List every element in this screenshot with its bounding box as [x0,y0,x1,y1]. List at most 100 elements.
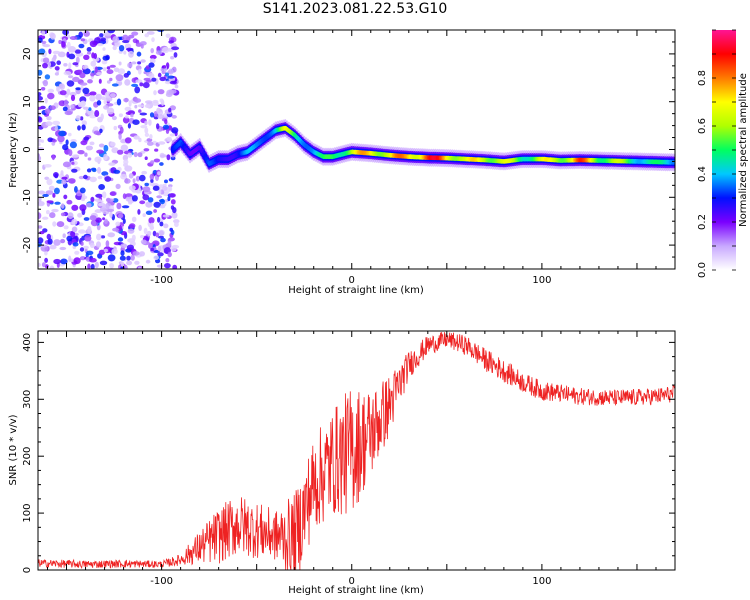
noise-speckle [46,178,53,186]
noise-speckle [46,233,51,240]
noise-speckle [97,202,104,207]
y-tick-label: -10 [22,189,33,205]
noise-speckle [69,36,78,40]
noise-speckle [109,211,113,218]
noise-speckle [171,127,179,134]
noise-speckle [56,86,60,92]
noise-speckle [104,176,112,182]
noise-speckle [107,254,116,262]
colorbar-tick-label: 0.4 [697,166,708,182]
noise-speckle [132,119,140,125]
y-tick-label: 0 [22,146,33,152]
noise-speckle [144,120,148,126]
snr-plot-area [38,332,675,570]
noise-speckle [89,95,96,102]
noise-speckle [142,213,146,218]
noise-speckle [169,227,173,232]
noise-speckle [170,199,176,205]
noise-speckle [86,47,92,52]
noise-speckle [71,168,78,173]
noise-speckle [169,133,175,137]
noise-speckle [61,41,66,48]
noise-speckle [87,109,94,116]
noise-speckle [150,178,154,183]
noise-speckle [146,31,155,35]
noise-speckle [159,98,164,103]
noise-speckle [66,199,73,205]
spectrogram-x-axis-label: Height of straight line (km) [288,285,424,296]
noise-speckle [97,43,104,47]
noise-speckle [86,168,92,173]
noise-speckle [71,218,78,225]
noise-speckle [60,258,68,265]
noise-speckle [95,217,102,223]
noise-speckle [46,116,52,121]
noise-speckle [67,212,74,220]
snr-frame [37,330,676,571]
noise-speckle [61,176,68,180]
noise-speckle [131,61,137,65]
noise-speckle [89,91,97,96]
snr-series-line [38,332,675,570]
noise-speckle [152,101,159,106]
noise-speckle [157,245,162,252]
noise-speckle [68,255,72,263]
noise-speckle [46,200,54,204]
noise-speckle [156,195,163,199]
y-tick-label: 200 [22,447,33,466]
y-tick-label: 10 [22,95,33,108]
noise-speckle [38,106,43,110]
noise-speckle [148,119,152,126]
noise-speckle [40,87,46,91]
noise-speckle [90,196,95,203]
noise-speckle [115,74,124,82]
noise-speckle [119,255,126,261]
noise-speckle [102,47,106,51]
noise-speckle [150,222,154,229]
noise-speckle [106,208,115,212]
noise-speckle [127,152,133,158]
noise-speckle [78,229,86,234]
noise-speckle [87,263,91,269]
noise-speckle [38,48,46,55]
noise-speckle [38,262,41,267]
noise-speckle [105,240,110,248]
noise-speckle [131,234,136,241]
noise-speckle [123,159,129,165]
noise-speckle [154,148,159,152]
noise-speckle [94,66,98,73]
spectrogram-y-axis-label: Frequency (Hz) [8,112,19,188]
noise-speckle [70,94,76,102]
noise-speckle [56,60,61,65]
noise-speckle [63,63,68,67]
noise-speckle [168,186,173,192]
noise-speckle [159,198,165,205]
noise-speckle [106,80,111,84]
noise-speckle [149,173,155,180]
noise-speckle [87,226,92,233]
noise-speckle [98,78,102,84]
noise-speckle [126,260,133,266]
x-tick-label: -100 [150,576,173,587]
noise-speckle [95,193,103,198]
noise-speckle [44,250,48,256]
noise-speckle [165,33,171,39]
noise-speckle [94,261,99,269]
noise-speckle [68,132,72,137]
noise-speckle [71,226,78,233]
noise-speckle [90,72,95,77]
noise-speckle [83,136,90,141]
noise-speckle [167,75,175,79]
noise-speckle [123,98,129,103]
noise-speckle [120,250,125,256]
noise-speckle [151,37,155,43]
noise-speckle [152,185,160,191]
noise-speckle [93,130,100,135]
noise-speckle [145,210,153,215]
noise-speckle [151,77,157,82]
noise-speckle [86,51,92,55]
noise-speckle [83,106,89,110]
noise-speckle [167,240,172,247]
colorbar-tick-label: 0.0 [697,262,708,278]
